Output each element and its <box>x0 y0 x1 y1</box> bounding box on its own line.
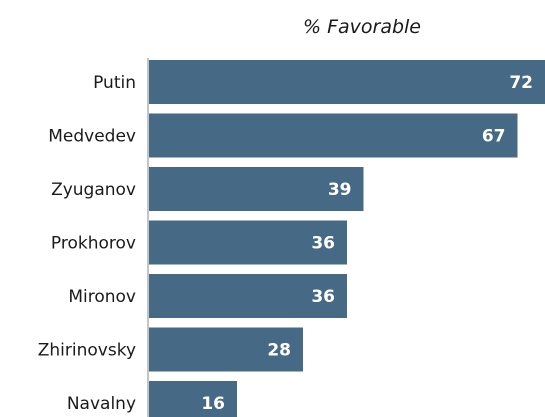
value-label-zyuganov: 39 <box>328 180 352 200</box>
bar-prokhorov <box>149 220 347 265</box>
category-label-zhirinovsky: Zhirinovsky <box>38 341 136 361</box>
value-label-navalny: 16 <box>201 394 225 414</box>
value-label-medvedev: 67 <box>482 127 506 147</box>
bars-layer: Putin 72 Medvedev 67 Zyuganov 39 Prokhorov 36 Mi… <box>38 60 545 417</box>
chart-title: % Favorable <box>303 16 421 38</box>
value-label-mironov: 36 <box>311 287 335 307</box>
category-label-zyuganov: Zyuganov <box>51 180 136 200</box>
value-label-prokhorov: 36 <box>311 234 335 254</box>
bar-putin <box>149 60 545 104</box>
bar-navalny <box>149 381 237 417</box>
bar-mironov <box>149 274 347 318</box>
category-label-prokhorov: Prokhorov <box>51 234 136 254</box>
value-label-putin: 72 <box>509 73 533 93</box>
bar-medvedev <box>149 113 518 158</box>
value-label-zhirinovsky: 28 <box>267 341 291 361</box>
bar-zyuganov <box>149 167 364 211</box>
category-label-medvedev: Medvedev <box>48 127 136 147</box>
category-label-navalny: Navalny <box>67 394 136 414</box>
category-label-mironov: Mironov <box>68 287 136 307</box>
bar-zhirinovsky <box>149 327 303 372</box>
category-label-putin: Putin <box>93 73 136 93</box>
